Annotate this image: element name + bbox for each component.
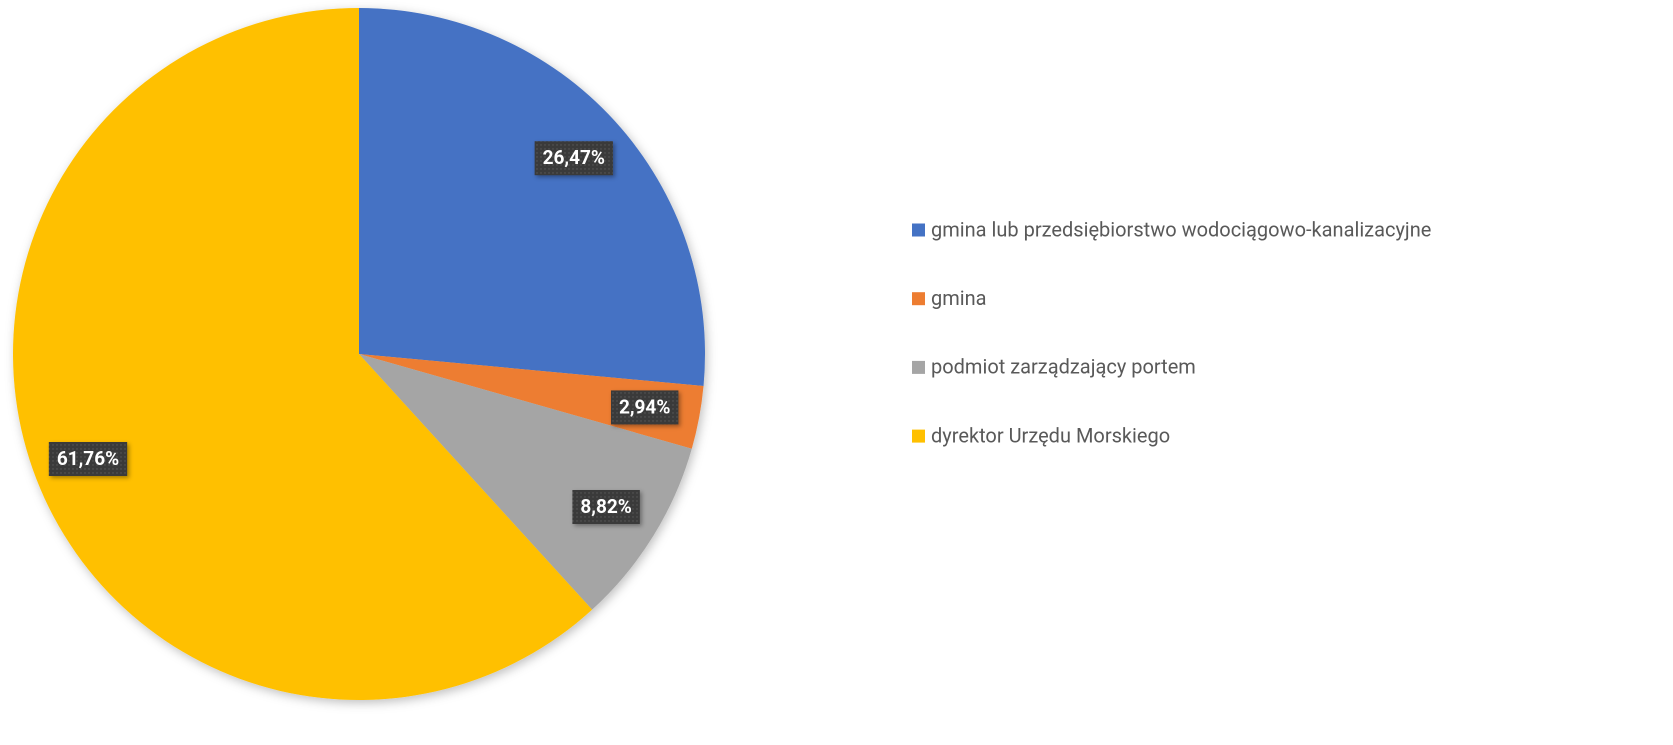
pie-slice [359, 354, 692, 610]
pie-slice [359, 354, 704, 449]
legend-swatch [912, 223, 925, 237]
legend-swatch [912, 292, 925, 306]
data-label: 2,94% [619, 395, 670, 418]
data-label: 26,47% [543, 146, 605, 169]
data-label: 61,76% [57, 447, 119, 470]
legend-label: podmiot zarządzający portem [931, 355, 1196, 379]
legend-label: gmina lub przedsiębiorstwo wodociągowo-k… [931, 217, 1431, 241]
pie-slice [359, 8, 705, 386]
data-label-box [48, 442, 128, 477]
legend-swatch [912, 360, 925, 374]
pie [12, 8, 705, 700]
legend-swatch [912, 429, 925, 443]
data-label-box [610, 390, 679, 425]
legend-label: gmina [931, 286, 987, 310]
legend-label: dyrektor Urzędu Morskiego [931, 423, 1170, 447]
pie-slice [12, 8, 593, 700]
data-label: 8,82% [580, 495, 631, 518]
data-label-box [534, 141, 613, 176]
data-label-box [572, 489, 640, 524]
